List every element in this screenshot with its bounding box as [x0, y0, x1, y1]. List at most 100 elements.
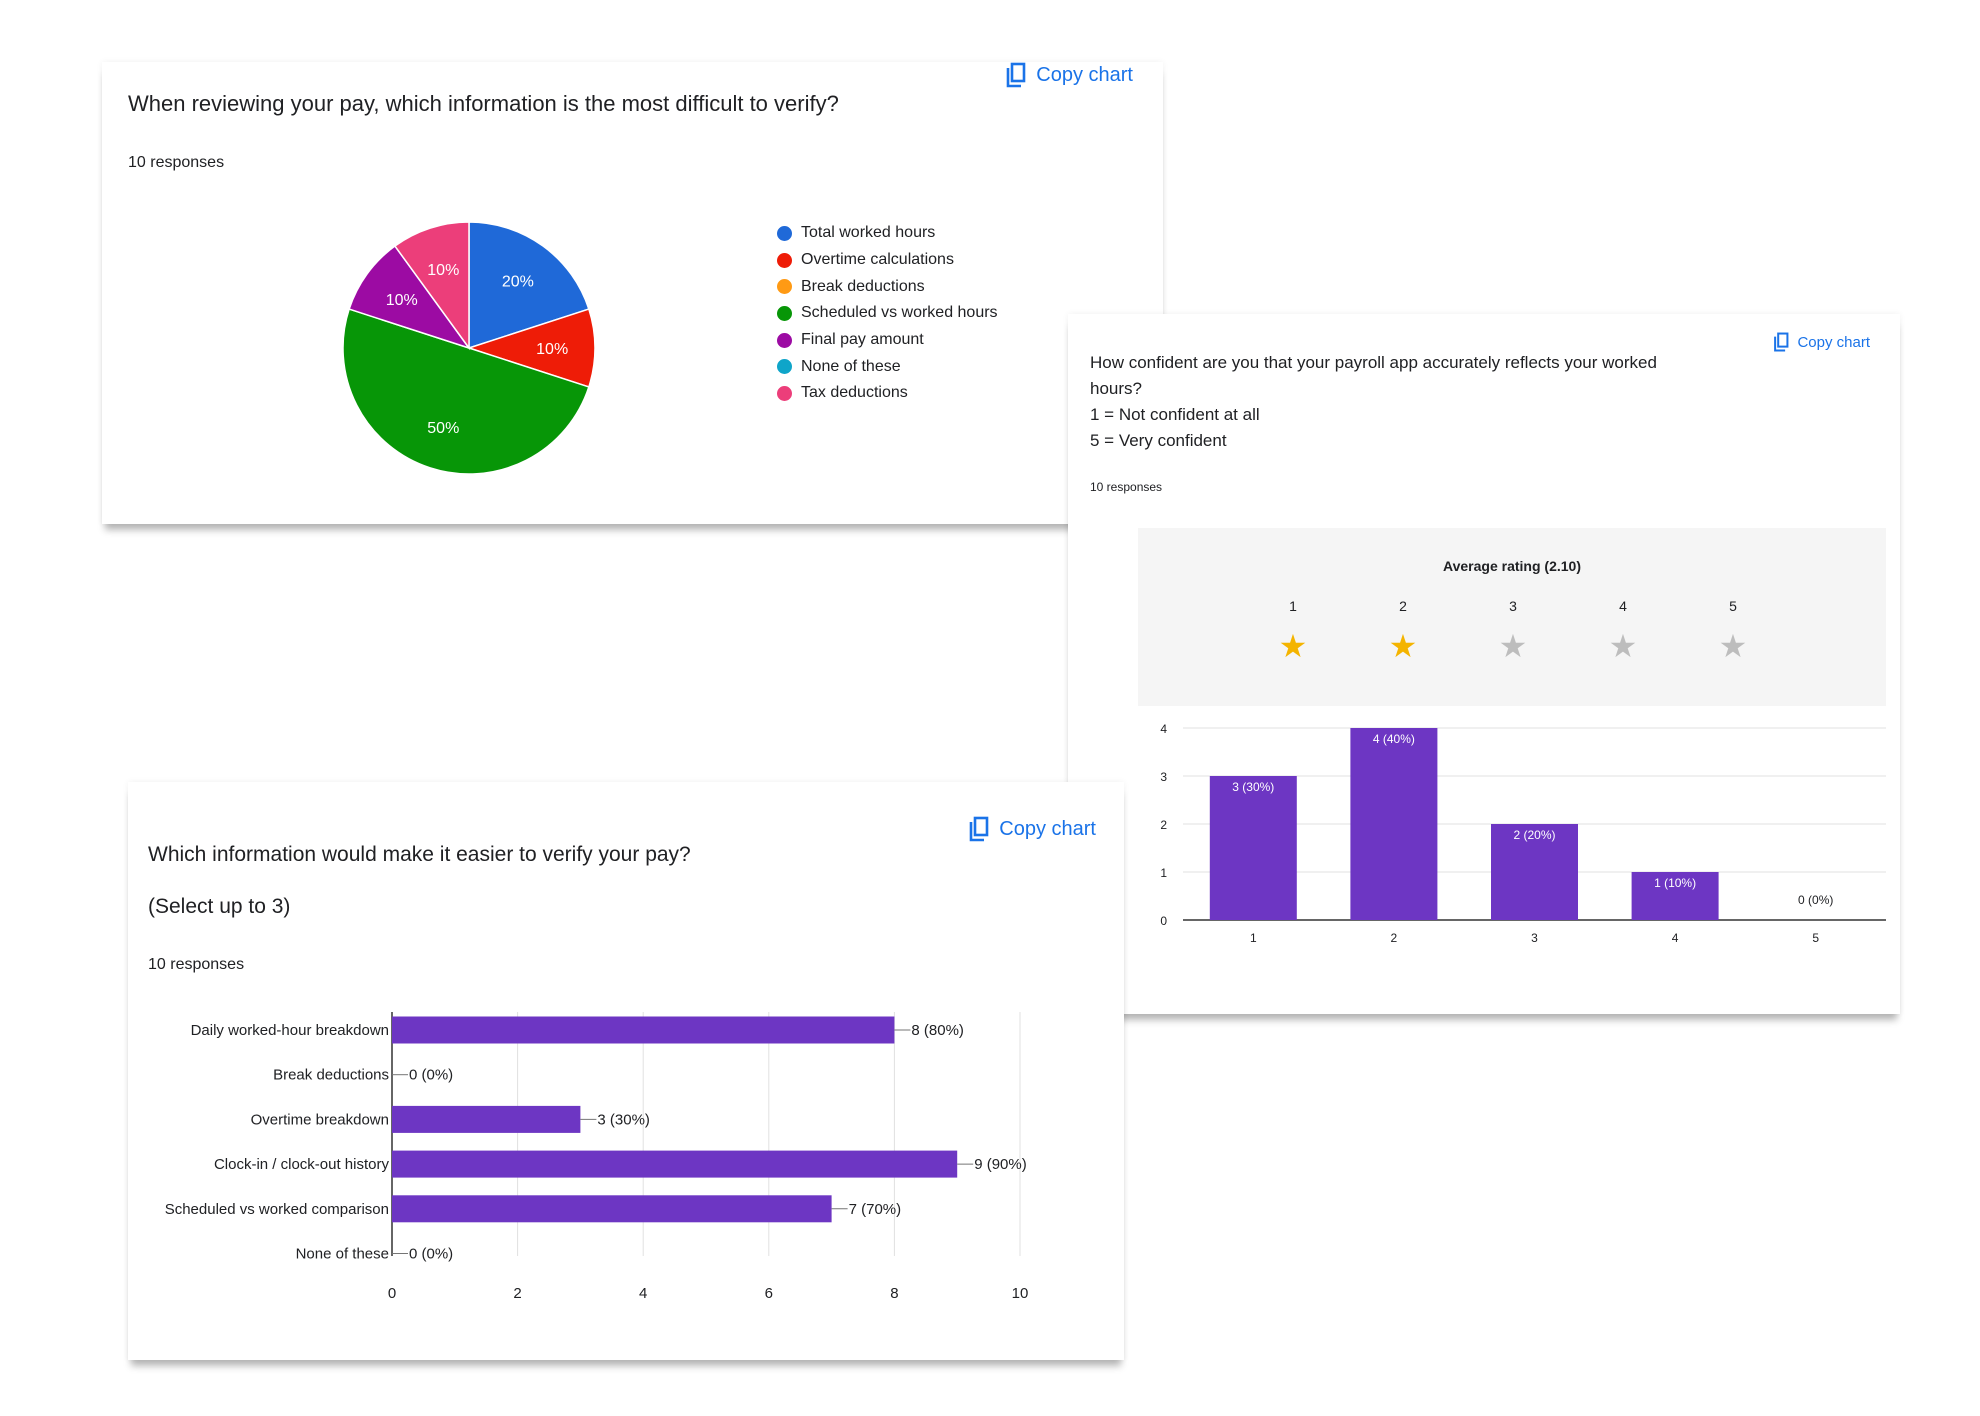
x-tick-label: 1	[1250, 931, 1257, 945]
bar[interactable]	[392, 1105, 581, 1133]
legend-swatch	[777, 385, 792, 401]
bar-data-label: 4 (40%)	[1373, 732, 1415, 746]
star-item: 2 ★	[1383, 598, 1423, 662]
star-item: 3 ★	[1493, 598, 1533, 662]
bar-data-label: 8 (80%)	[911, 1022, 964, 1039]
bar[interactable]	[392, 1150, 958, 1178]
bar-data-label: 0 (0%)	[1798, 893, 1833, 907]
legend-label: Final pay amount	[801, 331, 924, 349]
legend-item: None of these	[777, 353, 998, 380]
legend-item: Break deductions	[777, 273, 998, 300]
pie-slice-label: 10%	[427, 262, 459, 279]
star-icon: ★	[1388, 628, 1418, 664]
average-rating-label: Average rating (2.10)	[1443, 558, 1581, 574]
pie-slice[interactable]	[342, 308, 590, 475]
bar-data-label: 9 (90%)	[974, 1156, 1027, 1173]
pie-chart: 20% 10% 50% 10% 10%	[342, 221, 596, 475]
x-tick-label: 6	[765, 1285, 773, 1302]
star-item: 1 ★	[1273, 598, 1313, 662]
copy-chart-label: Copy chart	[1797, 333, 1870, 351]
legend-swatch	[777, 252, 792, 268]
star-item: 4 ★	[1603, 598, 1643, 662]
bar-data-label: 0 (0%)	[409, 1067, 453, 1084]
copy-chart-button[interactable]: Copy chart	[1004, 62, 1133, 88]
pie-slice[interactable]	[393, 221, 470, 351]
x-tick-label: 2	[513, 1285, 521, 1302]
x-tick-label: 8	[890, 1285, 898, 1302]
copy-icon	[1774, 332, 1789, 352]
star-icon: ★	[1718, 628, 1748, 664]
legend-swatch	[777, 332, 792, 348]
question-title: When reviewing your pay, which informati…	[128, 91, 839, 116]
question-subtitle: (Select up to 3)	[148, 895, 291, 918]
copy-chart-button[interactable]: Copy chart	[967, 816, 1096, 842]
category-label: Overtime breakdown	[251, 1111, 389, 1128]
x-tick-label: 4	[1672, 931, 1679, 945]
legend-swatch	[777, 279, 792, 295]
star-icon: ★	[1278, 628, 1308, 664]
x-tick-label: 2	[1391, 931, 1398, 945]
legend-swatch	[777, 225, 792, 241]
scale-min-label: 1 = Not confident at all	[1090, 405, 1260, 424]
pie-slice-label: 20%	[502, 274, 534, 291]
category-label: Daily worked-hour breakdown	[191, 1022, 389, 1039]
pie-slice[interactable]	[348, 245, 471, 350]
response-count: 10 responses	[1090, 480, 1163, 494]
average-rating-panel: Average rating (2.10) 1 ★ 2 ★ 3 ★ 4 ★ 5 ★	[1138, 528, 1886, 706]
copy-icon	[969, 816, 989, 842]
bar[interactable]	[1631, 872, 1719, 920]
pie-slice-label: 50%	[427, 420, 459, 437]
pie-slice-label: 10%	[536, 341, 568, 358]
category-label: Scheduled vs worked comparison	[165, 1201, 389, 1218]
bar-data-label: 3 (30%)	[597, 1111, 650, 1128]
pie-legend: Total worked hours Overtime calculations B…	[777, 220, 998, 407]
star-icon: ★	[1608, 628, 1638, 664]
bar-data-label: 1 (10%)	[1654, 876, 1696, 890]
bar[interactable]	[1350, 728, 1438, 920]
pie-slice-label: 10%	[386, 292, 418, 309]
legend-label: Break deductions	[801, 277, 925, 295]
bar-data-label: 7 (70%)	[849, 1201, 902, 1218]
bar[interactable]	[1491, 824, 1578, 920]
bar-data-label: 2 (20%)	[1513, 828, 1555, 842]
x-tick-label: 10	[1012, 1285, 1029, 1302]
scale-max-label: 5 = Very confident	[1090, 431, 1227, 450]
legend-item: Tax deductions	[777, 380, 998, 407]
pie-slice[interactable]	[468, 221, 590, 350]
y-tick-label: 1	[1160, 866, 1167, 880]
response-count: 10 responses	[128, 154, 225, 171]
copy-chart-label: Copy chart	[1036, 63, 1133, 86]
response-count: 10 responses	[148, 956, 245, 973]
legend-label: None of these	[801, 357, 901, 375]
star-number: 4	[1619, 598, 1627, 614]
legend-label: Total worked hours	[801, 224, 936, 242]
category-label: Clock-in / clock-out history	[214, 1156, 390, 1173]
copy-icon	[1006, 62, 1026, 88]
x-tick-label: 0	[388, 1285, 396, 1302]
legend-item: Final pay amount	[777, 327, 998, 354]
pie-slice[interactable]	[466, 308, 596, 388]
star-number: 5	[1729, 598, 1737, 614]
x-tick-label: 3	[1531, 931, 1538, 945]
x-tick-label: 5	[1812, 931, 1819, 945]
bar-data-label: 3 (30%)	[1232, 780, 1274, 794]
pie-chart-card: Copy chart When reviewing your pay, whic…	[102, 62, 1163, 524]
category-label: Break deductions	[273, 1067, 389, 1084]
y-tick-label: 3	[1160, 770, 1167, 784]
bar[interactable]	[1209, 776, 1297, 920]
legend-label: Tax deductions	[801, 384, 908, 402]
rating-bar-chart: 0 1 2 3 4 3 (30%) 1 4 (40%) 2 2 (20%) 3 1 (10%) 4 0 (…	[1160, 722, 1886, 945]
question-title: Which information would make it easier t…	[148, 843, 691, 866]
star-icon: ★	[1498, 628, 1528, 664]
star-number: 3	[1509, 598, 1517, 614]
star-number: 1	[1289, 598, 1297, 614]
question-line: hours?	[1090, 379, 1142, 398]
y-tick-label: 2	[1160, 818, 1167, 832]
bar[interactable]	[392, 1016, 895, 1044]
star-number: 2	[1399, 598, 1407, 614]
copy-chart-button[interactable]: Copy chart	[1772, 332, 1870, 352]
category-label: None of these	[296, 1246, 389, 1263]
rating-chart-card: Copy chart How confident are you that yo…	[1068, 314, 1900, 1014]
legend-swatch	[777, 305, 792, 321]
bar[interactable]	[392, 1195, 832, 1223]
